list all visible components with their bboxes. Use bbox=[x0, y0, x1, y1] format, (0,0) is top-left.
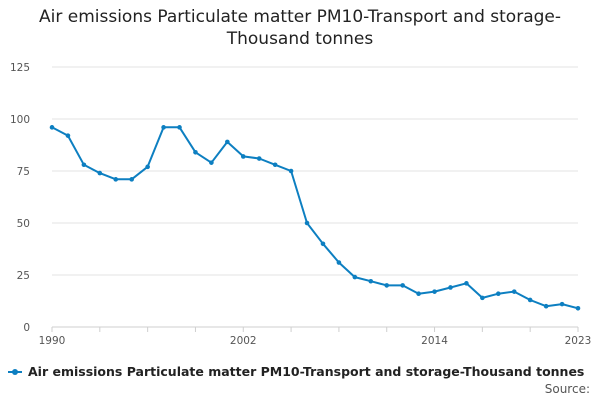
data-point[interactable] bbox=[145, 164, 150, 170]
x-tick-label: 2002 bbox=[230, 335, 257, 347]
data-point[interactable] bbox=[129, 177, 134, 182]
y-tick-label: 125 bbox=[10, 62, 30, 74]
data-point[interactable] bbox=[336, 260, 342, 265]
data-point[interactable] bbox=[384, 283, 390, 288]
data-point[interactable] bbox=[288, 168, 294, 174]
x-tick-label: 2023 bbox=[565, 335, 592, 347]
data-point[interactable] bbox=[448, 285, 453, 290]
legend[interactable]: Air emissions Particulate matter PM10-Tr… bbox=[8, 364, 584, 379]
data-point[interactable] bbox=[527, 297, 533, 303]
data-point[interactable] bbox=[416, 291, 421, 297]
data-point[interactable] bbox=[575, 305, 581, 311]
x-tick-labels: 1990 2002 2014 2023 bbox=[39, 335, 592, 347]
data-point[interactable] bbox=[464, 281, 469, 286]
data-point[interactable] bbox=[304, 220, 310, 226]
data-point[interactable] bbox=[368, 278, 374, 284]
data-point[interactable] bbox=[496, 291, 501, 297]
data-point[interactable] bbox=[559, 301, 565, 307]
data-point[interactable] bbox=[65, 133, 71, 138]
data-point[interactable] bbox=[272, 162, 278, 168]
grid-lines bbox=[52, 66, 578, 276]
y-tick-label: 50 bbox=[17, 218, 30, 230]
y-tick-label: 100 bbox=[10, 114, 30, 126]
x-tick-label: 2014 bbox=[421, 335, 448, 347]
y-tick-labels: 0 25 50 75 100 125 bbox=[10, 62, 30, 334]
source-label: Source: bbox=[544, 382, 590, 396]
chart-title: Air emissions Particulate matter PM10-Tr… bbox=[39, 7, 561, 49]
data-point[interactable] bbox=[177, 125, 182, 130]
data-point[interactable] bbox=[81, 162, 87, 168]
x-axis bbox=[51, 326, 579, 332]
legend-swatch-icon bbox=[8, 367, 22, 377]
data-point[interactable] bbox=[352, 274, 358, 280]
data-point[interactable] bbox=[480, 295, 485, 301]
data-point[interactable] bbox=[209, 160, 214, 165]
data-point[interactable] bbox=[193, 149, 198, 155]
series-line-0 bbox=[51, 126, 579, 310]
series-group bbox=[49, 125, 581, 311]
data-point[interactable] bbox=[432, 289, 437, 294]
data-point[interactable] bbox=[256, 156, 262, 161]
data-point[interactable] bbox=[240, 154, 246, 159]
x-tick-label: 1990 bbox=[39, 335, 66, 347]
y-tick-label: 25 bbox=[17, 270, 30, 282]
data-point[interactable] bbox=[225, 139, 230, 145]
data-point[interactable] bbox=[97, 170, 103, 176]
data-point[interactable] bbox=[49, 125, 55, 130]
data-point[interactable] bbox=[161, 125, 166, 130]
data-point[interactable] bbox=[511, 289, 517, 294]
data-point[interactable] bbox=[400, 283, 405, 288]
data-point[interactable] bbox=[113, 177, 119, 182]
y-tick-label: 75 bbox=[17, 166, 30, 178]
legend-label: Air emissions Particulate matter PM10-Tr… bbox=[28, 364, 585, 379]
data-point[interactable] bbox=[320, 241, 326, 247]
y-tick-label: 0 bbox=[23, 322, 30, 334]
data-point[interactable] bbox=[543, 303, 549, 309]
